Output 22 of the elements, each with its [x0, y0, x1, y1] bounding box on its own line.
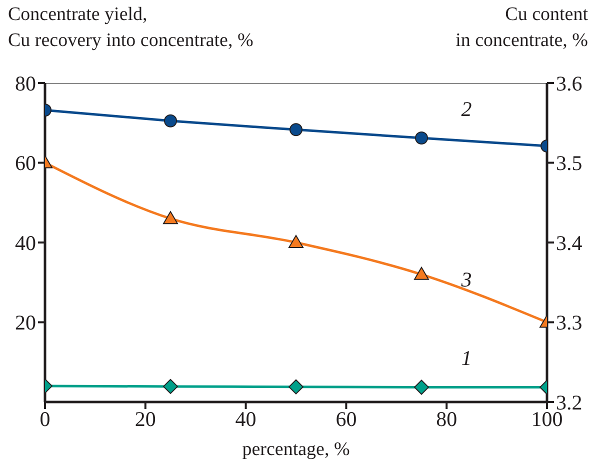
y-tick-label: 40 [15, 230, 36, 255]
x-tick-label: 0 [40, 406, 50, 431]
point [288, 379, 304, 394]
x-tick-label: 80 [436, 406, 458, 431]
x-axis-title: percentage, % [241, 438, 351, 462]
y2-tick-label: 3.4 [556, 230, 583, 255]
y-axis-title: Concentrate yield, Cu recovery into concentrate, % [8, 3, 254, 53]
x-tick-label: 60 [336, 406, 357, 431]
series-label: 1 [461, 346, 472, 370]
point [290, 123, 302, 136]
y-tick-label: 80 [15, 71, 36, 96]
y-tick-label: 60 [15, 151, 36, 176]
y-tick-label: 20 [15, 310, 36, 335]
series-label: 2 [461, 97, 472, 122]
x-tick-label: 20 [134, 406, 156, 431]
y2-tick-label: 3.6 [556, 71, 582, 96]
y2-axis-title: Cu content in concentrate, % [456, 3, 588, 53]
y2-tick-label: 3.3 [556, 310, 582, 335]
series-label: 3 [460, 267, 472, 292]
point [288, 235, 304, 248]
x-tick-label: 40 [235, 406, 256, 431]
y2-tick-label: 3.5 [556, 151, 582, 176]
